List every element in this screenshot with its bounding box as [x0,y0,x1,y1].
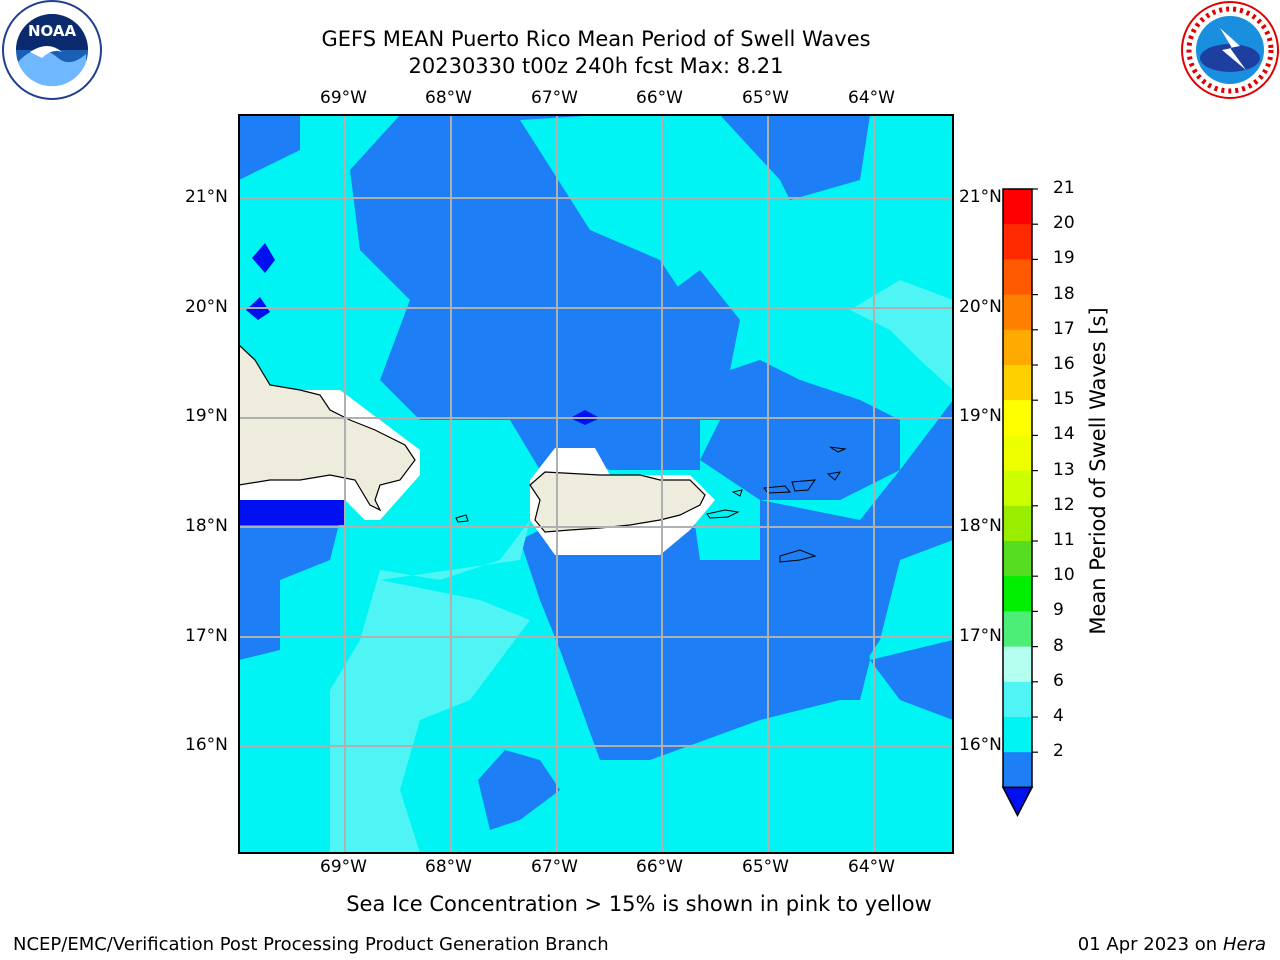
lat-label-right-21n: 21°N [959,187,1002,207]
colorbar-segment [1003,470,1032,507]
lon-label-top-66w: 66°W [636,88,683,108]
colorbar-tick-label: 11 [1053,530,1075,550]
noaa-logo: NOAA [2,0,102,100]
colorbar-segment [1003,259,1032,296]
lon-label-top-67w: 67°W [531,88,578,108]
lon-label-bottom-69w: 69°W [320,857,367,877]
lat-label-left-16n: 16°N [185,735,228,755]
lat-label-left-17n: 17°N [185,626,228,646]
map-area [239,115,953,853]
lon-label-bottom-65w: 65°W [742,857,789,877]
colorbar-tick-label: 4 [1053,706,1064,726]
colorbar-segment [1003,646,1032,683]
lon-label-top-65w: 65°W [742,88,789,108]
colorbar-tick-label: 13 [1053,459,1075,480]
colorbar-tick-label: 12 [1053,494,1075,515]
colorbar-tick-label: 20 [1053,213,1075,234]
colorbar-under-arrow [1001,786,1034,818]
colorbar-tick-label: 6 [1053,670,1064,691]
colorbar-segment [1003,189,1032,225]
lat-label-left-20n: 20°N [185,297,228,317]
colorbar [1001,188,1038,818]
lat-label-right-17n: 17°N [959,626,1002,646]
colorbar-segment [1003,400,1032,436]
lon-label-top-69w: 69°W [320,88,367,108]
colorbar-tick-label: 14 [1053,424,1075,445]
lon-label-bottom-67w: 67°W [531,857,578,877]
colorbar-segment [1003,611,1032,648]
footer-date: 01 Apr 2023 on Hera [1078,934,1266,955]
sea-ice-note: Sea Ice Concentration > 15% is shown in … [346,892,932,916]
graticule [239,115,953,853]
lon-label-top-64w: 64°W [848,88,895,108]
colorbar-segment [1003,365,1032,401]
chart-title: GEFS MEAN Puerto Rico Mean Period of Swe… [321,27,871,51]
colorbar-segment [1003,294,1032,331]
lon-label-bottom-64w: 64°W [848,857,895,877]
colorbar-segment [1003,329,1032,366]
colorbar-tick-label: 9 [1053,600,1064,621]
colorbar-segment [1003,541,1032,577]
lat-label-right-19n: 19°N [959,406,1002,426]
colorbar-segment [1003,576,1032,612]
colorbar-tick-label: 8 [1053,635,1064,656]
footer-credit: NCEP/EMC/Verification Post Processing Pr… [13,934,609,955]
lon-label-bottom-66w: 66°W [636,857,683,877]
colorbar-outline [1002,188,1033,789]
colorbar-tick-label: 2 [1053,741,1064,762]
colorbar-tick-label: 16 [1053,354,1075,374]
lat-label-left-18n: 18°N [185,516,228,536]
colorbar-segment [1003,224,1032,260]
nws-logo [1181,1,1279,99]
colorbar-tick-label: 15 [1053,389,1075,410]
colorbar-tick-label: 10 [1053,565,1075,586]
colorbar-segment [1003,505,1032,542]
colorbar-tick-label: 21 [1053,178,1075,198]
lon-label-top-68w: 68°W [425,88,472,108]
colorbar-tick-label: 17 [1053,318,1075,339]
colorbar-segment [1003,717,1032,753]
colorbar-tick-label: 19 [1053,248,1075,269]
chart-subtitle: 20230330 t00z 240h fcst Max: 8.21 [408,54,784,78]
footer-date-text: 01 Apr 2023 on [1077,934,1223,955]
lat-label-right-16n: 16°N [959,735,1002,755]
colorbar-segment [1003,752,1032,788]
colorbar-label: Mean Period of Swell Waves [s] [1086,307,1110,635]
noaa-logo-text: NOAA [28,22,77,40]
colorbar-segment [1003,435,1032,472]
lat-label-right-20n: 20°N [959,297,1002,317]
lat-label-left-19n: 19°N [185,406,228,426]
lat-label-left-21n: 21°N [185,187,228,207]
lat-label-right-18n: 18°N [959,516,1002,536]
map-frame [238,114,954,854]
footer-host: Hera [1222,934,1266,955]
lon-label-bottom-68w: 68°W [425,857,472,877]
colorbar-segment [1003,681,1032,718]
colorbar-tick-label: 18 [1053,283,1075,304]
